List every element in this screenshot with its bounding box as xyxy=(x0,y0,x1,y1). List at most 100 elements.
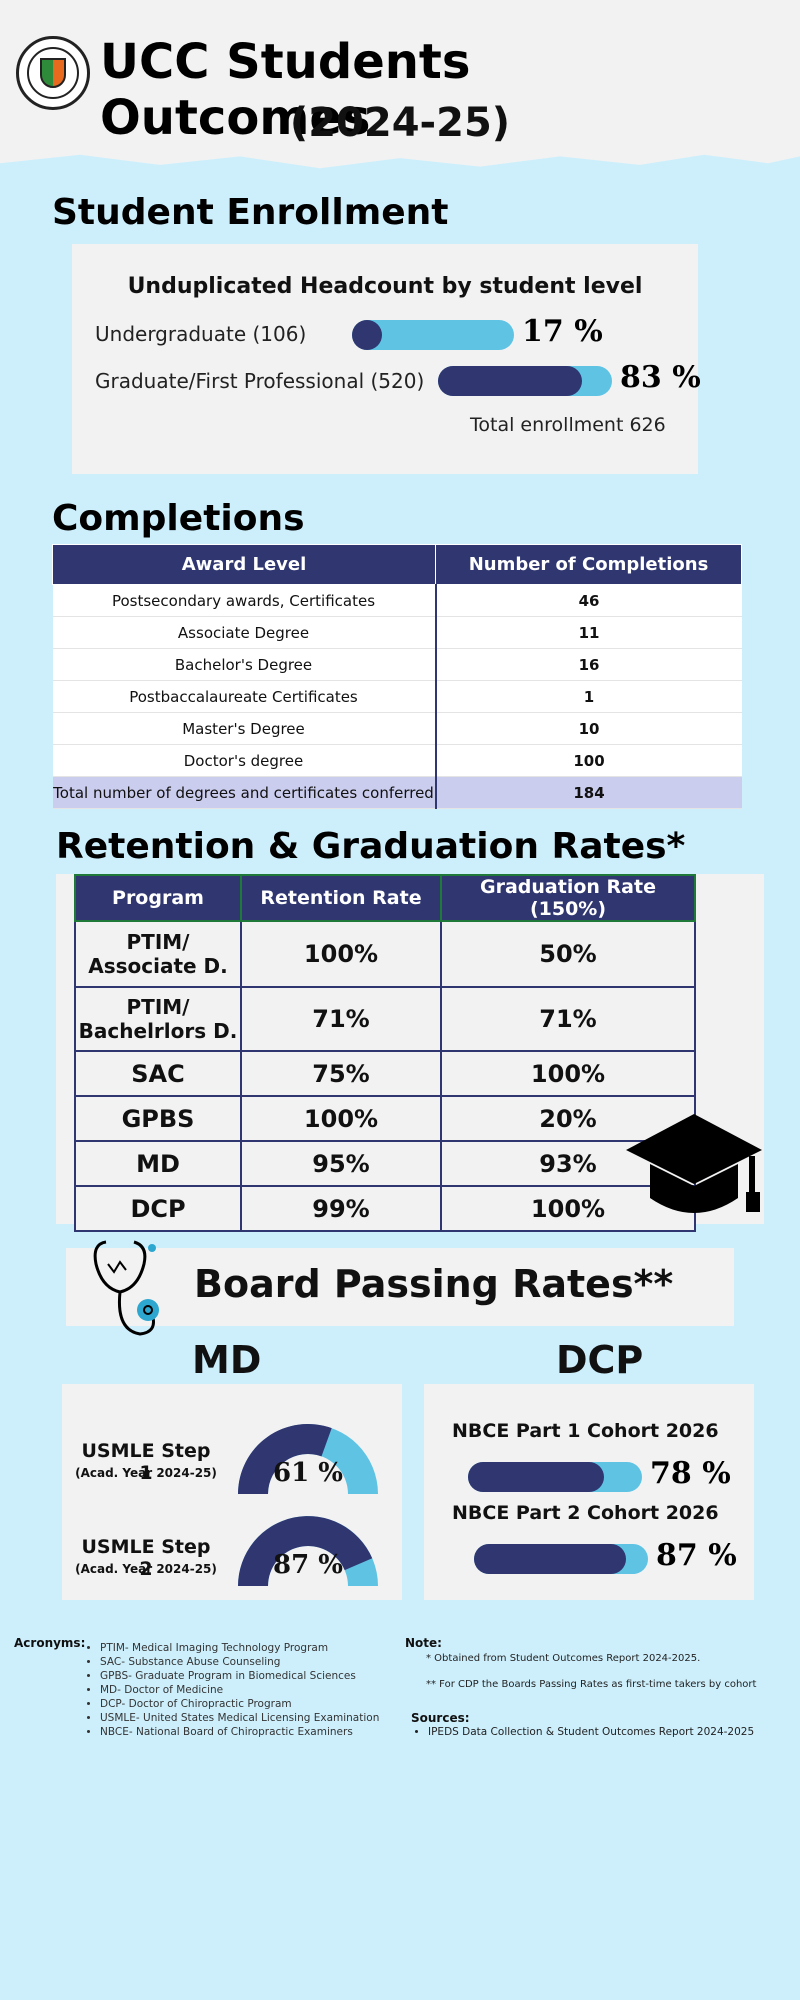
completions-cell: 10 xyxy=(435,712,742,745)
usmle-step2-year: (Acad. Year 2024-25) xyxy=(75,1562,217,1576)
usmle-step1-percent: 61 % xyxy=(273,1458,343,1488)
usmle-step1-label: USMLE Step 1 xyxy=(81,1440,211,1484)
sources-list: IPEDS Data Collection & Student Outcomes… xyxy=(414,1725,774,1739)
program-cell: PTIM/ Bachelrlors D. xyxy=(74,986,242,1052)
table-row: Bachelor's Degree 16 xyxy=(52,648,742,681)
university-seal-icon xyxy=(16,36,90,110)
header-band xyxy=(0,0,800,169)
usmle-step1-year: (Acad. Year 2024-25) xyxy=(75,1466,217,1480)
graduation-cell: 71% xyxy=(440,986,696,1052)
dcp-heading: DCP xyxy=(556,1338,644,1382)
nbce-part1-bar-fill xyxy=(468,1462,604,1492)
total-enrollment: Total enrollment 626 xyxy=(470,414,666,436)
graduation-cell: 20% xyxy=(440,1095,696,1142)
acronyms-list: PTIM- Medical Imaging Technology Program… xyxy=(86,1641,386,1739)
column-header-award-level: Award Level xyxy=(52,544,436,585)
usmle-step2-label: USMLE Step 2 xyxy=(81,1536,211,1580)
sources-label: Sources: xyxy=(411,1711,470,1725)
total-value-cell: 184 xyxy=(435,776,742,809)
page-subtitle: (2024-25) xyxy=(289,100,511,146)
retention-cell: 71% xyxy=(240,986,442,1052)
undergraduate-percent: 17 % xyxy=(522,314,603,349)
page-title: UCC Students Outcomes xyxy=(100,34,471,146)
nbce-part2-percent: 87 % xyxy=(656,1538,737,1573)
list-item: IPEDS Data Collection & Student Outcomes… xyxy=(428,1725,774,1739)
table-row: MD 95% 93% xyxy=(74,1140,696,1187)
nbce-part2-label: NBCE Part 2 Cohort 2026 xyxy=(452,1502,719,1524)
graduate-percent: 83 % xyxy=(620,360,701,395)
undergraduate-label: Undergraduate (106) xyxy=(95,322,307,346)
graduation-cell: 100% xyxy=(440,1050,696,1097)
retention-cell: 95% xyxy=(240,1140,442,1187)
retention-cell: 99% xyxy=(240,1185,442,1232)
table-row: DCP 99% 100% xyxy=(74,1185,696,1232)
note-2: ** For CDP the Boards Passing Rates as f… xyxy=(426,1679,757,1690)
retention-table: Program Retention Rate Graduation Rate (… xyxy=(74,874,696,1232)
undergraduate-bar xyxy=(352,320,514,350)
stethoscope-icon xyxy=(93,1240,159,1336)
column-header-retention: Retention Rate xyxy=(240,874,442,922)
list-item: NBCE- National Board of Chiropractic Exa… xyxy=(100,1725,386,1739)
program-cell: SAC xyxy=(74,1050,242,1097)
list-item: USMLE- United States Medical Licensing E… xyxy=(100,1711,386,1725)
table-row: Postsecondary awards, Certificates 46 xyxy=(52,584,742,617)
enrollment-heading: Student Enrollment xyxy=(52,192,449,233)
acronyms-label: Acronyms: xyxy=(14,1636,86,1650)
completions-heading: Completions xyxy=(52,498,305,539)
graduation-cap-icon xyxy=(626,1114,762,1213)
graduate-label: Graduate/First Professional (520) xyxy=(95,369,425,393)
graduation-cell: 50% xyxy=(440,920,696,988)
table-row: Master's Degree 10 xyxy=(52,712,742,745)
nbce-part2-bar-fill xyxy=(474,1544,626,1574)
list-item: DCP- Doctor of Chiropractic Program xyxy=(100,1697,386,1711)
md-heading: MD xyxy=(192,1338,262,1382)
table-row: Doctor's degree 100 xyxy=(52,744,742,777)
award-level-cell: Bachelor's Degree xyxy=(52,648,437,681)
nbce-part1-percent: 78 % xyxy=(650,1456,731,1491)
retention-heading: Retention & Graduation Rates* xyxy=(56,826,686,867)
nbce-part2-bar xyxy=(474,1544,648,1574)
total-label-cell: Total number of degrees and certificates… xyxy=(52,776,437,809)
table-row: SAC 75% 100% xyxy=(74,1050,696,1097)
board-heading: Board Passing Rates** xyxy=(194,1262,674,1306)
column-header-completions: Number of Completions xyxy=(435,544,742,585)
board-heading-band xyxy=(66,1248,734,1326)
program-cell: GPBS xyxy=(74,1095,242,1142)
completions-cell: 11 xyxy=(435,616,742,649)
list-item: SAC- Substance Abuse Counseling xyxy=(100,1655,386,1669)
table-total-row: Total number of degrees and certificates… xyxy=(52,776,742,809)
graduate-bar-fill xyxy=(438,366,582,396)
enrollment-card xyxy=(72,244,698,474)
completions-cell: 1 xyxy=(435,680,742,713)
retention-cell: 100% xyxy=(240,920,442,988)
undergraduate-bar-fill xyxy=(352,320,382,350)
completions-cell: 100 xyxy=(435,744,742,777)
graduate-bar xyxy=(438,366,612,396)
table-row: GPBS 100% 20% xyxy=(74,1095,696,1142)
completions-table: Award Level Number of Completions Postse… xyxy=(52,544,742,809)
list-item: PTIM- Medical Imaging Technology Program xyxy=(100,1641,386,1655)
table-row: Associate Degree 11 xyxy=(52,616,742,649)
column-header-program: Program xyxy=(74,874,242,922)
table-row: Postbaccalaureate Certificates 1 xyxy=(52,680,742,713)
usmle-step2-percent: 87 % xyxy=(273,1550,343,1580)
award-level-cell: Doctor's degree xyxy=(52,744,437,777)
retention-cell: 75% xyxy=(240,1050,442,1097)
nbce-part1-bar xyxy=(468,1462,642,1492)
program-cell: MD xyxy=(74,1140,242,1187)
nbce-part1-label: NBCE Part 1 Cohort 2026 xyxy=(452,1420,719,1442)
usmle-step2-gauge xyxy=(238,1516,378,1586)
note-1: * Obtained from Student Outcomes Report … xyxy=(426,1653,701,1664)
list-item: MD- Doctor of Medicine xyxy=(100,1683,386,1697)
table-row: PTIM/ Associate D. 100% 50% xyxy=(74,920,696,988)
program-cell: DCP xyxy=(74,1185,242,1232)
program-cell: PTIM/ Associate D. xyxy=(74,920,242,988)
list-item: GPBS- Graduate Program in Biomedical Sci… xyxy=(100,1669,386,1683)
completions-cell: 46 xyxy=(435,584,742,617)
award-level-cell: Associate Degree xyxy=(52,616,437,649)
award-level-cell: Postbaccalaureate Certificates xyxy=(52,680,437,713)
retention-cell: 100% xyxy=(240,1095,442,1142)
note-label: Note: xyxy=(405,1636,442,1650)
award-level-cell: Postsecondary awards, Certificates xyxy=(52,584,437,617)
table-row: PTIM/ Bachelrlors D. 71% 71% xyxy=(74,986,696,1052)
